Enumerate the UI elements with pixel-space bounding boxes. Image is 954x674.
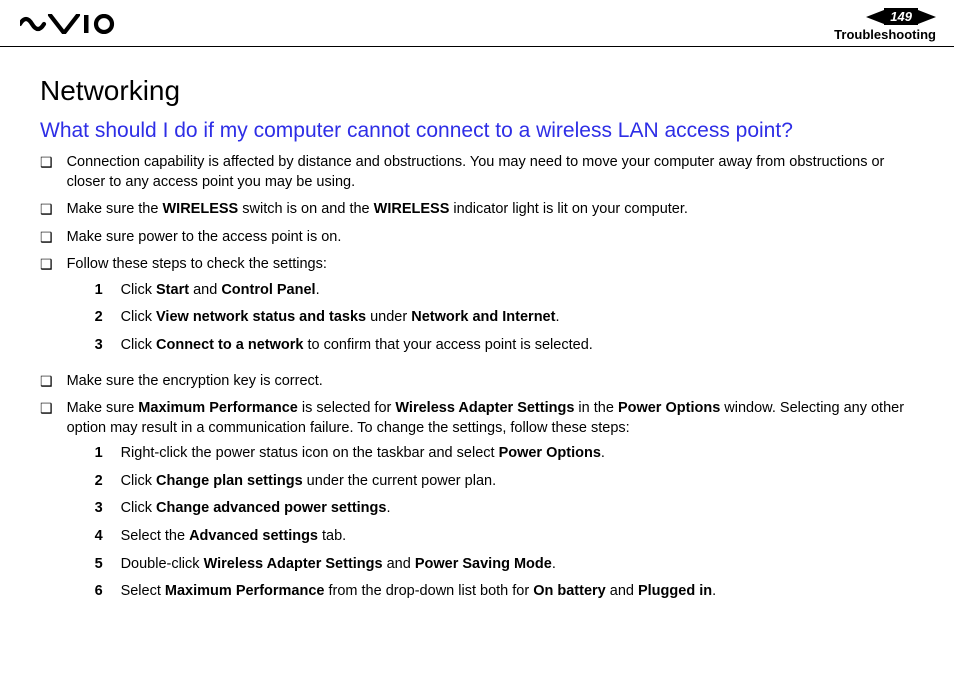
numbered-item: 6 Select Maximum Performance from the dro… — [95, 582, 914, 602]
step-text: Select Maximum Performance from the drop… — [121, 582, 914, 602]
numbered-list: 1 Click Start and Control Panel. 2 Click Vi… — [95, 281, 914, 356]
numbered-item: 2 Click View network status and tasks und… — [95, 308, 914, 328]
bullet-text: Make sure the WIRELESS switch is on and … — [67, 200, 914, 220]
step-number: 3 — [95, 499, 107, 519]
page-nav: 149 — [834, 8, 936, 25]
bullet-text: Make sure Maximum Performance is selecte… — [67, 399, 914, 610]
page-content: Networking What should I do if my comput… — [0, 47, 954, 610]
vaio-logo-svg — [20, 14, 116, 34]
bullet-text: Connection capability is affected by dis… — [67, 153, 914, 192]
nav-prev-arrow[interactable] — [866, 10, 884, 24]
bullet-mark-icon: ❑ — [40, 228, 53, 248]
bullet-item: ❑ Follow these steps to check the setting… — [40, 255, 914, 363]
step-text: Right-click the power status icon on the… — [121, 444, 914, 464]
bullet-text: Make sure the encryption key is correct. — [67, 372, 914, 392]
step-text: Click Connect to a network to confirm th… — [121, 336, 914, 356]
numbered-item: 3 Click Connect to a network to confirm t… — [95, 336, 914, 356]
bullet-item: ❑ Make sure power to the access point is … — [40, 228, 914, 248]
step-text: Click View network status and tasks unde… — [121, 308, 914, 328]
bullet-mark-icon: ❑ — [40, 372, 53, 392]
bullet-list: ❑ Connection capability is affected by di… — [40, 153, 914, 610]
bullet-text: Follow these steps to check the settings… — [67, 255, 914, 363]
bullet-item: ❑ Make sure the encryption key is correct… — [40, 372, 914, 392]
bullet-item: ❑ Make sure the WIRELESS switch is on and… — [40, 200, 914, 220]
bullet-mark-icon: ❑ — [40, 255, 53, 275]
step-text: Double-click Wireless Adapter Settings a… — [121, 555, 914, 575]
step-number: 1 — [95, 281, 107, 301]
page-header: 149 Troubleshooting — [0, 0, 954, 47]
bullet-mark-icon: ❑ — [40, 153, 53, 173]
bullet-item: ❑ Connection capability is affected by di… — [40, 153, 914, 192]
numbered-item: 3 Click Change advanced power settings. — [95, 499, 914, 519]
bullet-text: Make sure power to the access point is o… — [67, 228, 914, 248]
header-right: 149 Troubleshooting — [834, 8, 936, 42]
vaio-logo — [20, 8, 116, 34]
numbered-item: 4 Select the Advanced settings tab. — [95, 527, 914, 547]
numbered-list: 1 Right-click the power status icon on th… — [95, 444, 914, 601]
step-text: Select the Advanced settings tab. — [121, 527, 914, 547]
numbered-item: 2 Click Change plan settings under the cu… — [95, 472, 914, 492]
bullet-item: ❑ Make sure Maximum Performance is select… — [40, 399, 914, 610]
nav-next-arrow[interactable] — [918, 10, 936, 24]
page-title: Networking — [40, 75, 914, 107]
bullet-mark-icon: ❑ — [40, 399, 53, 419]
step-number: 6 — [95, 582, 107, 602]
step-number: 4 — [95, 527, 107, 547]
section-label: Troubleshooting — [834, 27, 936, 42]
step-text: Click Change advanced power settings. — [121, 499, 914, 519]
page-number: 149 — [884, 8, 918, 25]
step-number: 5 — [95, 555, 107, 575]
numbered-item: 5 Double-click Wireless Adapter Settings … — [95, 555, 914, 575]
numbered-item: 1 Right-click the power status icon on th… — [95, 444, 914, 464]
step-text: Click Change plan settings under the cur… — [121, 472, 914, 492]
step-text: Click Start and Control Panel. — [121, 281, 914, 301]
bullet-mark-icon: ❑ — [40, 200, 53, 220]
numbered-item: 1 Click Start and Control Panel. — [95, 281, 914, 301]
step-number: 2 — [95, 472, 107, 492]
step-number: 2 — [95, 308, 107, 328]
step-number: 3 — [95, 336, 107, 356]
step-number: 1 — [95, 444, 107, 464]
question-heading: What should I do if my computer cannot c… — [40, 119, 914, 143]
